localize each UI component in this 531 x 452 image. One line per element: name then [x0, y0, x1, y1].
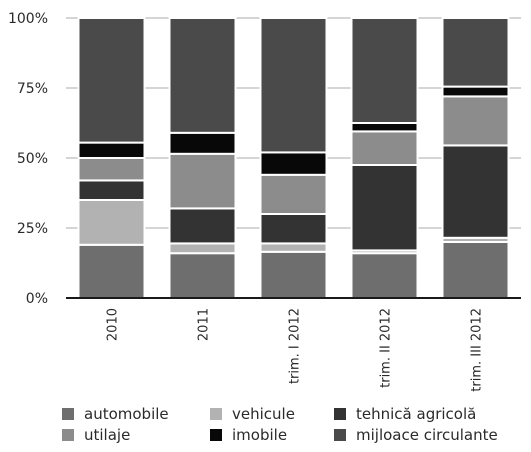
x-tick-label: trim. II 2012	[379, 308, 394, 388]
x-tick-label: trim. I 2012	[288, 308, 303, 384]
bar-segment	[259, 213, 328, 245]
bar-segment	[259, 242, 328, 253]
bar-segment	[259, 17, 328, 154]
axis-layer: 0% 25% 50% 75% 100% 2010 2011 trim. I 2012 trim.…	[8, 11, 521, 392]
y-tick-label: 25%	[17, 221, 48, 237]
bar-segment	[441, 85, 510, 98]
bar-stack-1	[168, 17, 237, 299]
bar-segment	[350, 164, 419, 252]
bars-layer	[77, 17, 510, 300]
legend-swatch	[62, 429, 74, 441]
legend-swatch	[334, 429, 346, 441]
bar-segment	[350, 252, 419, 299]
bar-segment	[168, 131, 237, 155]
legend-item: tehnică agricolă	[334, 405, 476, 423]
legend: automobile vehicule tehnică agricolă utilaj…	[62, 405, 498, 444]
bar-segment	[77, 141, 146, 160]
bar-segment	[259, 151, 328, 176]
legend-label: imobile	[232, 426, 287, 444]
y-tick-label: 75%	[17, 81, 48, 97]
bar-segment	[259, 250, 328, 300]
legend-label: automobile	[84, 405, 169, 423]
bar-segment	[350, 122, 419, 133]
bar-segment	[77, 179, 146, 201]
bar-segment	[441, 144, 510, 239]
x-tick-label: trim. III 2012	[470, 308, 485, 392]
bar-segment	[77, 199, 146, 246]
legend-swatch	[334, 408, 346, 420]
bar-segment	[350, 130, 419, 166]
bar-stack-2	[259, 17, 328, 300]
bar-segment	[350, 17, 419, 124]
bar-segment	[168, 207, 237, 245]
legend-item: vehicule	[210, 405, 295, 423]
legend-label: mijloace circulante	[356, 426, 498, 444]
bar-segment	[77, 157, 146, 182]
bar-segment	[77, 17, 146, 144]
y-tick-label: 50%	[17, 151, 48, 167]
bar-segment	[259, 173, 328, 216]
legend-label: utilaje	[84, 426, 130, 444]
bar-segment	[168, 242, 237, 255]
legend-swatch	[62, 408, 74, 420]
bar-segment	[168, 152, 237, 210]
bar-segment	[441, 95, 510, 147]
y-tick-label: 0%	[26, 291, 48, 307]
bar-segment	[168, 17, 237, 134]
legend-label: vehicule	[232, 405, 295, 423]
bar-segment	[77, 243, 146, 300]
bar-stack-4	[441, 17, 510, 299]
bar-segment	[441, 241, 510, 299]
legend-item: imobile	[210, 426, 287, 444]
bar-segment	[168, 252, 237, 299]
x-tick-label: 2011	[197, 308, 212, 341]
legend-swatch	[210, 429, 222, 441]
legend-item: automobile	[62, 405, 169, 423]
bar-segment	[441, 17, 510, 88]
legend-item: mijloace circulante	[334, 426, 498, 444]
x-tick-label: 2010	[106, 308, 121, 341]
y-tick-label: 100%	[8, 11, 48, 27]
legend-swatch	[210, 408, 222, 420]
bar-stack-3	[350, 17, 419, 299]
legend-label: tehnică agricolă	[356, 405, 476, 423]
legend-item: utilaje	[62, 426, 130, 444]
bar-stack-0	[77, 17, 146, 300]
